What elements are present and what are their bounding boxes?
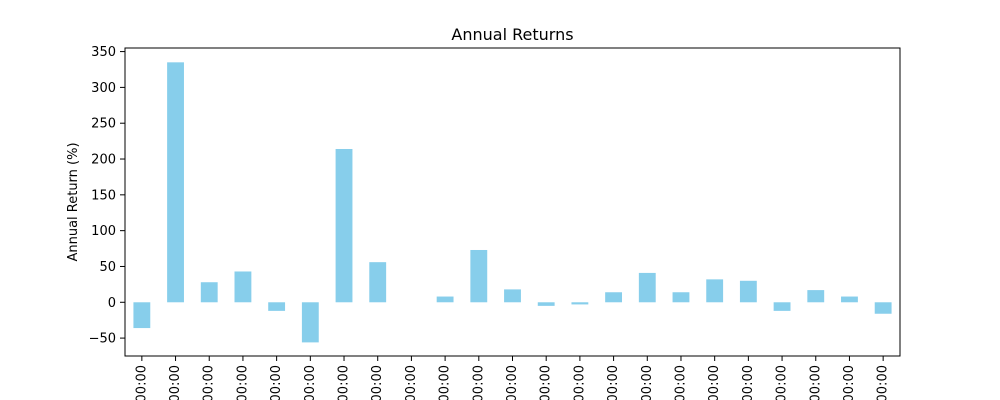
bar-5	[301, 302, 319, 343]
bar-12	[537, 302, 555, 306]
x-tick-label-6: 00:00	[337, 365, 352, 400]
bar-14	[605, 292, 623, 303]
bar-22	[874, 302, 892, 314]
x-tick-label-1: 00:00	[168, 365, 183, 400]
x-tick-label-10: 00:00	[471, 365, 486, 400]
bar-18	[739, 280, 757, 303]
bar-10	[470, 249, 488, 303]
bar-20	[807, 290, 825, 303]
x-tick-label-21: 00:00	[842, 365, 857, 400]
x-tick-label-0: 00:00	[134, 365, 149, 400]
x-tick-label-7: 00:00	[370, 365, 385, 400]
bar-15	[638, 272, 656, 303]
bar-3	[234, 271, 252, 303]
y-tick-label-4: 150	[91, 188, 116, 203]
bar-9	[436, 296, 454, 303]
y-axis-label: Annual Return (%)	[66, 142, 81, 261]
bar-1	[167, 62, 184, 303]
x-tick-label-18: 00:00	[741, 365, 756, 400]
bar-7	[369, 262, 387, 303]
y-tick-label-5: 200	[91, 153, 116, 168]
x-tick-label-12: 00:00	[539, 365, 554, 400]
x-tick-label-3: 00:00	[235, 365, 250, 400]
chart-title: Annual Returns	[451, 25, 573, 44]
x-tick-label-14: 00:00	[606, 365, 621, 400]
bar-6	[335, 148, 353, 303]
x-tick-label-2: 00:00	[202, 365, 217, 400]
y-tick-label-1: 0	[108, 296, 116, 311]
bar-11	[504, 289, 521, 303]
y-tick-label-7: 300	[91, 81, 116, 96]
y-tick-label-0: −50	[89, 332, 116, 347]
x-tick-label-5: 00:00	[303, 365, 318, 400]
x-tick-label-15: 00:00	[640, 365, 655, 400]
x-tick-label-11: 00:00	[505, 365, 520, 400]
bar-2	[200, 282, 218, 303]
bar-17	[706, 279, 724, 303]
y-tick-label-6: 250	[91, 117, 116, 132]
bar-19	[773, 302, 791, 311]
plot-frame	[124, 47, 901, 357]
x-tick-label-19: 00:00	[775, 365, 790, 400]
y-ticks-group: −50 0 50 100 150 200 250 300 350	[89, 45, 125, 347]
x-tick-label-9: 00:00	[438, 365, 453, 400]
y-tick-label-8: 350	[91, 45, 116, 60]
bar-4	[268, 302, 286, 311]
bar-13	[571, 302, 589, 305]
x-tick-label-16: 00:00	[673, 365, 688, 400]
bar-16	[672, 292, 690, 303]
bars-group	[133, 62, 892, 343]
x-tick-label-4: 00:00	[269, 365, 284, 400]
y-tick-label-3: 100	[91, 224, 116, 239]
bar-0	[133, 302, 151, 329]
x-tick-label-22: 00:00	[876, 365, 891, 400]
y-tick-label-2: 50	[99, 260, 116, 275]
x-tick-label-17: 00:00	[707, 365, 722, 400]
x-tick-label-20: 00:00	[808, 365, 823, 400]
x-tick-label-8: 00:00	[404, 365, 419, 400]
bar-21	[841, 296, 858, 303]
x-ticks-group: 00:00 00:00 00:00 00:00 00:00 00:00 00:00 00:00…	[134, 356, 891, 400]
x-tick-label-13: 00:00	[572, 365, 587, 400]
